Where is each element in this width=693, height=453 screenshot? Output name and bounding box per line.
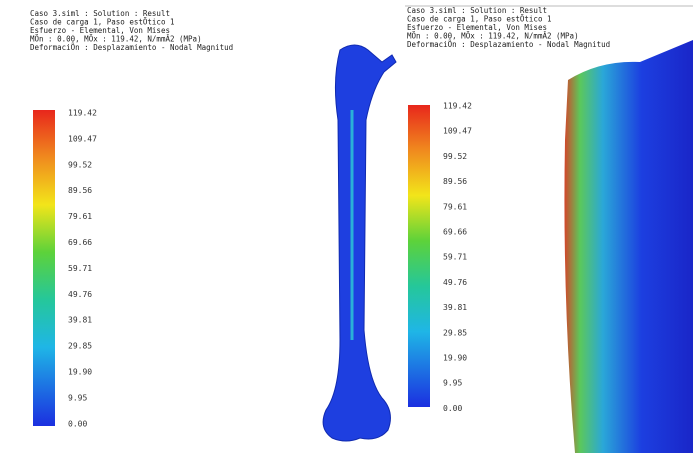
legend-label: 0.00 (443, 404, 462, 413)
legend-label: 29.85 (68, 342, 92, 351)
color-bar (33, 110, 55, 426)
implant-model (564, 40, 693, 453)
legend-label: 89.56 (68, 186, 92, 195)
legend-label: 119.42 (68, 109, 97, 118)
legend-label: 0.00 (68, 419, 87, 428)
legend-label: 9.95 (443, 379, 462, 388)
legend-label: 9.95 (68, 393, 87, 402)
header-line: DeformaciÕn : Desplazamiento - Nodal Mag… (30, 43, 233, 52)
legend-label: 69.66 (443, 228, 467, 237)
legend-label: 49.76 (443, 278, 467, 287)
legend-label: 79.61 (443, 202, 467, 211)
legend-label: 39.81 (443, 303, 467, 312)
legend-label: 39.81 (68, 316, 92, 325)
legend-label: 49.76 (68, 290, 92, 299)
legend-label: 109.47 (68, 134, 97, 143)
legend-label: 59.71 (68, 264, 92, 273)
legend-label: 89.56 (443, 177, 467, 186)
color-bar (408, 105, 430, 407)
legend-label: 19.90 (443, 354, 467, 363)
legend-label: 99.52 (68, 160, 92, 169)
fea-screenshot: Caso 3.siml : Solution : ResultCaso de c… (0, 0, 693, 453)
legend-label: 29.85 (443, 328, 467, 337)
legend-label: 79.61 (68, 212, 92, 221)
legend-label: 109.47 (443, 127, 472, 136)
legend-label: 119.42 (443, 102, 472, 111)
header-line: DeformaciÕn : Desplazamiento - Nodal Mag… (407, 40, 610, 49)
legend-label: 59.71 (443, 253, 467, 262)
femur-model (323, 45, 396, 441)
legend-label: 99.52 (443, 152, 467, 161)
legend-label: 69.66 (68, 238, 92, 247)
legend-label: 19.90 (68, 368, 92, 377)
